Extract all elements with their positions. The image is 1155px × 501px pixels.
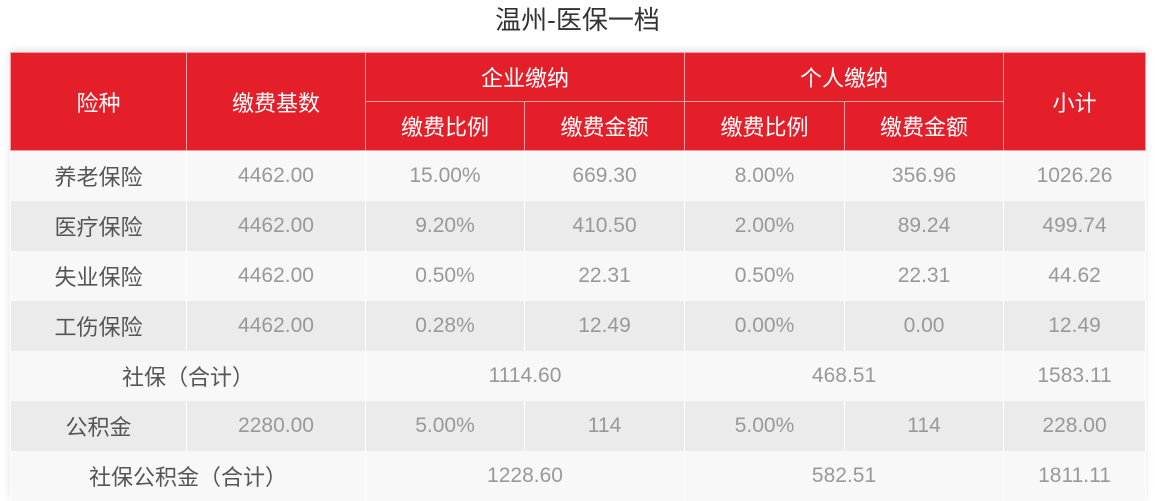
cell-base: 4462.00 <box>186 150 366 201</box>
cell-type: 工伤保险 <box>10 301 187 351</box>
header-personal-rate: 缴费比例 <box>684 101 846 151</box>
header-personal-amount: 缴费金额 <box>844 101 1005 151</box>
cell-company-rate: 9.20% <box>365 201 525 251</box>
cell-personal-amount: 356.96 <box>844 150 1005 201</box>
cell-subtotal: 1026.26 <box>1003 150 1147 201</box>
table-row: 养老保险 4462.00 15.00% 669.30 8.00% 356.96 … <box>10 150 1147 201</box>
header-company: 企业缴纳 <box>364 52 686 102</box>
header-subtotal: 小计 <box>1003 52 1147 151</box>
cell-company-rate: 15.00% <box>365 150 525 201</box>
cell-personal-rate: 8.00% <box>684 150 846 201</box>
social-total-personal: 468.51 <box>684 351 1005 401</box>
header-company-rate: 缴费比例 <box>365 101 525 151</box>
table-row: 失业保险 4462.00 0.50% 22.31 0.50% 22.31 44.… <box>10 251 1147 301</box>
cell-subtotal: 228.00 <box>1003 401 1147 451</box>
cell-type: 医疗保险 <box>10 201 187 251</box>
cell-personal-rate: 5.00% <box>684 401 846 451</box>
social-total-row: 社保（合计） 1114.60 468.51 1583.11 <box>10 351 1147 401</box>
cell-subtotal: 44.62 <box>1003 251 1147 301</box>
cell-company-amount: 669.30 <box>523 150 686 201</box>
header-type: 险种 <box>10 52 187 151</box>
cell-personal-rate: 2.00% <box>684 201 846 251</box>
cell-type: 失业保险 <box>10 251 187 301</box>
social-total-subtotal: 1583.11 <box>1003 351 1147 401</box>
social-total-company: 1114.60 <box>364 351 686 401</box>
page-title: 温州-医保一档 <box>495 5 660 35</box>
table-row: 医疗保险 4462.00 9.20% 410.50 2.00% 89.24 49… <box>10 201 1147 251</box>
cell-personal-amount: 89.24 <box>844 201 1005 251</box>
grand-total-row: 社保公积金（合计） 1228.60 582.51 1811.11 <box>10 451 1147 501</box>
table-row: 工伤保险 4462.00 0.28% 12.49 0.00% 0.00 12.4… <box>10 301 1147 351</box>
cell-personal-rate: 0.00% <box>684 301 846 351</box>
cell-personal-rate: 0.50% <box>684 251 846 301</box>
grand-total-company: 1228.60 <box>364 451 686 501</box>
cell-type: 公积金 <box>10 401 187 451</box>
cell-company-amount: 12.49 <box>523 301 686 351</box>
cell-company-rate: 0.50% <box>365 251 525 301</box>
cell-company-amount: 410.50 <box>523 201 686 251</box>
grand-total-label: 社保公积金（合计） <box>10 451 366 501</box>
cell-personal-amount: 0.00 <box>844 301 1005 351</box>
social-total-label: 社保（合计） <box>10 351 366 401</box>
header-personal: 个人缴纳 <box>684 52 1005 102</box>
cell-base: 4462.00 <box>186 251 366 301</box>
cell-company-rate: 5.00% <box>365 401 525 451</box>
header-base: 缴费基数 <box>186 52 366 151</box>
cell-subtotal: 12.49 <box>1003 301 1147 351</box>
insurance-table: 险种 缴费基数 企业缴纳 个人缴纳 小计 缴费比例 缴费金额 缴费比例 缴费金额… <box>10 52 1147 501</box>
grand-total-subtotal: 1811.11 <box>1003 451 1147 501</box>
cell-company-rate: 0.28% <box>365 301 525 351</box>
cell-type: 养老保险 <box>10 150 187 201</box>
cell-company-amount: 22.31 <box>523 251 686 301</box>
insurance-table-container: 险种 缴费基数 企业缴纳 个人缴纳 小计 缴费比例 缴费金额 缴费比例 缴费金额… <box>10 52 1147 501</box>
cell-subtotal: 499.74 <box>1003 201 1147 251</box>
cell-base: 2280.00 <box>186 401 366 451</box>
cell-base: 4462.00 <box>186 301 366 351</box>
fund-row: 公积金 2280.00 5.00% 114 5.00% 114 228.00 <box>10 401 1147 451</box>
cell-personal-amount: 22.31 <box>844 251 1005 301</box>
cell-company-amount: 114 <box>523 401 686 451</box>
grand-total-personal: 582.51 <box>684 451 1005 501</box>
header-company-amount: 缴费金额 <box>523 101 686 151</box>
cell-personal-amount: 114 <box>844 401 1005 451</box>
cell-base: 4462.00 <box>186 201 366 251</box>
